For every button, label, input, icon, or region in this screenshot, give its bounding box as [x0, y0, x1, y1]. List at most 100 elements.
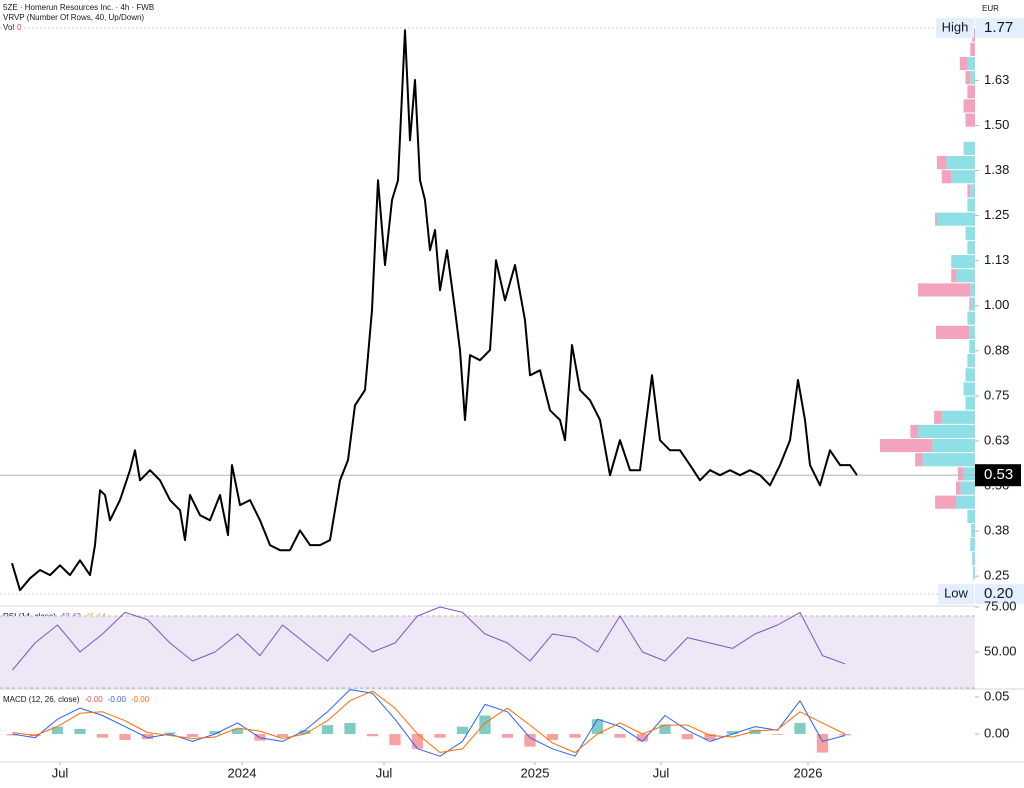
profile-up	[967, 240, 975, 255]
x-tick-label: Jul	[52, 765, 69, 780]
y-tick-label: 0.25	[984, 568, 1009, 583]
vrvp-label: VRVP (Number Of Rows, 40, Up/Down)	[3, 13, 144, 22]
profile-down	[967, 85, 975, 99]
y-tick-label: 1.13	[984, 252, 1009, 267]
profile-up	[965, 368, 975, 382]
profile-up	[970, 283, 975, 297]
profile-up	[965, 396, 975, 410]
low-badge	[938, 584, 974, 605]
profile-up	[973, 566, 975, 580]
histogram-bar	[164, 732, 176, 735]
histogram-bar	[681, 734, 694, 740]
last-price: 0.53	[984, 466, 1013, 483]
profile-up	[970, 184, 975, 198]
histogram-bar	[816, 734, 829, 753]
high-label: High	[942, 20, 969, 35]
low-label: Low	[944, 586, 968, 601]
profile-down	[915, 453, 923, 467]
profile-up	[967, 56, 975, 71]
histogram-bar	[524, 734, 536, 747]
vol-value: 0	[17, 23, 22, 32]
histogram-bar	[659, 724, 671, 735]
indicator-readout: -0.00	[108, 695, 127, 704]
histogram-bar	[6, 734, 19, 736]
histogram-bar	[771, 734, 784, 735]
histogram-bar	[726, 731, 739, 735]
histogram-bar	[366, 734, 379, 737]
profile-up	[918, 424, 975, 439]
profile-down	[918, 283, 971, 297]
last-price-badge	[975, 464, 1021, 487]
profile-up	[967, 311, 975, 325]
profile-up	[951, 170, 975, 184]
x-tick-label: 2025	[521, 765, 550, 780]
profile-down	[956, 481, 961, 495]
histogram-bar	[591, 719, 604, 735]
profile-down	[969, 297, 972, 311]
histogram-bar	[839, 734, 851, 736]
profile-up	[956, 495, 975, 509]
y-tick-label: 0.00	[984, 725, 1009, 740]
histogram-bar	[704, 734, 716, 740]
profile-down	[967, 184, 971, 198]
profile-down	[935, 495, 956, 509]
currency: EUR	[982, 4, 999, 13]
profile-up	[971, 523, 975, 538]
signal-line	[12, 690, 846, 753]
profile-up	[932, 439, 975, 453]
vol-label: Vol	[3, 23, 14, 32]
histogram-bar	[321, 725, 334, 735]
profile-up	[965, 226, 975, 240]
histogram-bar	[141, 734, 154, 740]
histogram-bar	[186, 734, 199, 737]
profile-down	[936, 325, 970, 339]
x-tick-label: Jul	[653, 765, 670, 780]
histogram-bar	[51, 726, 64, 735]
x-tick-label: 2026	[794, 765, 823, 780]
profile-down	[965, 71, 971, 85]
profile-down	[935, 212, 937, 226]
profile-up	[951, 255, 975, 269]
indicator-readout: -0.00	[131, 695, 150, 704]
y-tick-label: 1.63	[984, 72, 1009, 87]
profile-up	[941, 410, 975, 424]
profile-up	[969, 339, 975, 354]
profile-up	[963, 382, 975, 396]
symbol-title: 5ZE · Homerun Resources Inc. · 4h · FWB	[3, 3, 154, 12]
y-tick-label: 75.00	[984, 598, 1017, 613]
y-tick-label: 0.38	[984, 523, 1009, 538]
y-tick-label: 1.00	[984, 297, 1009, 312]
profile-down	[934, 410, 942, 424]
histogram-bar	[209, 731, 221, 735]
profile-up	[946, 155, 975, 170]
profile-up	[967, 509, 975, 523]
profile-up	[963, 141, 975, 155]
histogram-bar	[389, 734, 401, 746]
y-tick-label: 0.75	[984, 387, 1009, 402]
x-tick-label: Jul	[376, 765, 393, 780]
profile-down	[951, 269, 956, 283]
high-value-badge	[975, 18, 1024, 39]
high-badge	[936, 18, 974, 39]
profile-down	[910, 424, 918, 439]
histogram-bar	[479, 715, 491, 735]
profile-down	[941, 170, 952, 184]
profile-down	[970, 42, 975, 56]
profile-up	[967, 354, 975, 368]
histogram-bar	[74, 728, 86, 735]
profile-up	[922, 453, 975, 467]
profile-up	[971, 297, 975, 311]
profile-down	[963, 99, 975, 113]
x-tick-label: 2024	[228, 765, 257, 780]
indicator-readout: -0.00	[84, 695, 103, 704]
profile-up	[970, 71, 975, 85]
histogram-bar	[434, 734, 446, 738]
profile-up	[967, 198, 975, 212]
histogram-bar	[614, 734, 626, 738]
profile-up	[972, 552, 975, 566]
histogram-bar	[636, 734, 649, 742]
profile-up	[960, 481, 975, 495]
profile-down	[957, 467, 964, 481]
low-value: 0.20	[984, 585, 1013, 602]
